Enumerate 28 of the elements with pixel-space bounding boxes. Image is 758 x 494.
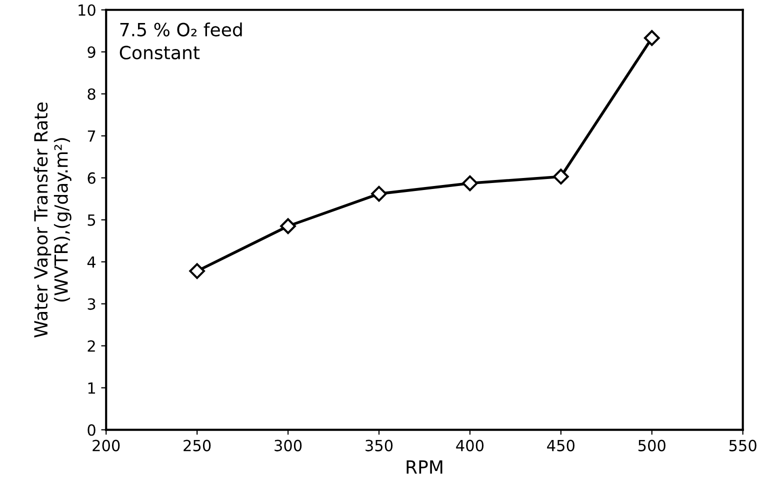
y-axis-title: Water Vapor Transfer Rate (WVTR),(g/day.m²) bbox=[34, 102, 72, 338]
y-tick-label: 3 bbox=[88, 298, 96, 310]
point bbox=[280, 218, 296, 234]
y-tick-label: 6 bbox=[88, 172, 96, 184]
x-tick-label: 350 bbox=[366, 440, 393, 452]
point bbox=[189, 263, 205, 279]
x-axis-title: RPM bbox=[406, 460, 442, 474]
x-tick-label: 500 bbox=[638, 440, 666, 452]
y-tick-label: 2 bbox=[88, 340, 95, 352]
y-tick-label: 5 bbox=[88, 214, 96, 226]
y-tick-label: 10 bbox=[78, 4, 96, 16]
y-tick-label: 4 bbox=[87, 256, 96, 268]
point bbox=[371, 186, 387, 202]
x-tick-label: 250 bbox=[184, 440, 211, 452]
point bbox=[644, 30, 660, 46]
x-tick-label: 200 bbox=[92, 440, 120, 452]
y-tick-label: 1 bbox=[88, 382, 95, 394]
y-tick-label: 7 bbox=[88, 130, 96, 142]
x-tick-label: 300 bbox=[274, 440, 302, 452]
x-tick-label: 550 bbox=[729, 440, 756, 452]
y-tick-label: 0 bbox=[88, 424, 96, 436]
point bbox=[553, 168, 569, 184]
point bbox=[462, 175, 478, 192]
y-tick-label: 8 bbox=[88, 88, 96, 100]
y-tick-label: 9 bbox=[88, 46, 96, 58]
x-tick-label: 450 bbox=[547, 440, 574, 452]
x-tick-label: 400 bbox=[456, 440, 484, 452]
annotation: 7.5 % O₂ feed Constant bbox=[120, 22, 242, 60]
